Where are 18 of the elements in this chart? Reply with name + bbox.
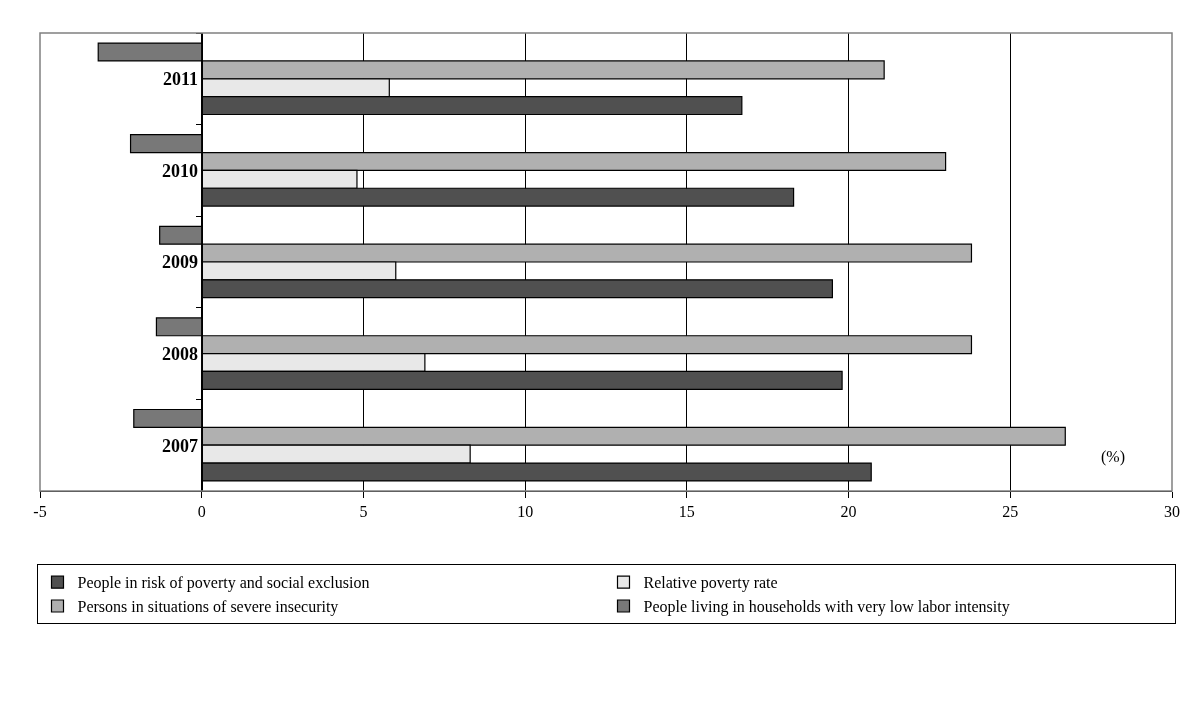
x-tick-label: 0 [197,503,206,521]
y-tick-label: 2010 [162,160,199,181]
x-tick-label: 10 [517,503,534,521]
x-tick-label: 20 [840,503,857,521]
annotation: (%) [1101,448,1125,466]
y-tick-label: 2008 [162,343,199,364]
legend-label: People living in households with very low labor intensity [643,598,1010,617]
y-tick-label: 2009 [162,252,199,273]
y-tick-label: 2007 [162,435,199,456]
legend-label: Relative poverty rate [643,574,778,593]
y-tick-label: 2011 [163,69,199,90]
x-tick-label: 5 [359,503,368,521]
x-tick-label: 15 [678,503,695,521]
legend-label: Persons in situations of severe insecurity [77,598,339,617]
legend-label: People in risk of poverty and social exclusion [77,574,370,593]
x-tick-label: 25 [1002,503,1019,521]
x-tick-label: -5 [33,503,47,521]
x-tick-label: 30 [1164,503,1180,521]
